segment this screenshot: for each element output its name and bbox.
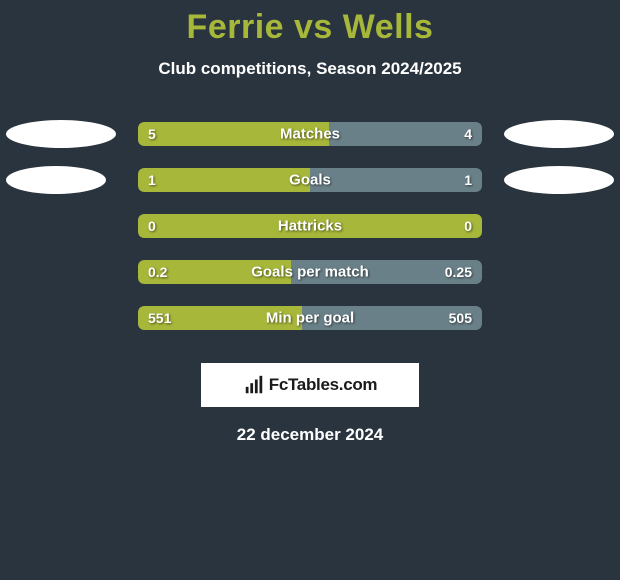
stat-row: 0 0 Hattricks: [0, 209, 620, 243]
stat-value-left: 1: [148, 172, 156, 188]
brand-badge[interactable]: FcTables.com: [201, 363, 419, 407]
stat-label: Hattricks: [278, 218, 342, 235]
stat-value-left: 551: [148, 310, 171, 326]
stat-value-left: 5: [148, 126, 156, 142]
date-line: 22 december 2024: [0, 425, 620, 445]
stat-row: 0.2 0.25 Goals per match: [0, 255, 620, 289]
stat-label: Min per goal: [266, 310, 354, 327]
comparison-card: Ferrie vs Wells Club competitions, Seaso…: [0, 0, 620, 445]
bar-chart-icon: [243, 374, 265, 396]
stat-row: 551 505 Min per goal: [0, 301, 620, 335]
stat-label: Matches: [280, 126, 340, 143]
stat-bar: 0 0 Hattricks: [138, 214, 482, 238]
stat-value-right: 4: [464, 126, 472, 142]
stat-value-right: 0: [464, 218, 472, 234]
subtitle: Club competitions, Season 2024/2025: [0, 59, 620, 79]
stat-bar: 551 505 Min per goal: [138, 306, 482, 330]
stat-label: Goals: [289, 172, 331, 189]
player-ellipse-left: [6, 120, 116, 148]
brand-text: FcTables.com: [269, 375, 378, 395]
player-ellipse-right: [504, 120, 614, 148]
stat-value-right: 505: [449, 310, 472, 326]
stat-bar: 5 4 Matches: [138, 122, 482, 146]
stat-value-left: 0.2: [148, 264, 167, 280]
player-ellipse-right: [504, 166, 614, 194]
stat-row: 5 4 Matches: [0, 117, 620, 151]
stat-row: 1 1 Goals: [0, 163, 620, 197]
stat-value-right: 0.25: [445, 264, 472, 280]
page-title: Ferrie vs Wells: [0, 8, 620, 47]
stat-label: Goals per match: [251, 264, 369, 281]
stat-bar: 0.2 0.25 Goals per match: [138, 260, 482, 284]
stat-value-right: 1: [464, 172, 472, 188]
stat-bar: 1 1 Goals: [138, 168, 482, 192]
player-ellipse-left: [6, 166, 106, 194]
stat-value-left: 0: [148, 218, 156, 234]
stat-rows: 5 4 Matches 1 1 Goals 0 0 Hattricks 0.2 0.25 Goals …: [0, 117, 620, 335]
